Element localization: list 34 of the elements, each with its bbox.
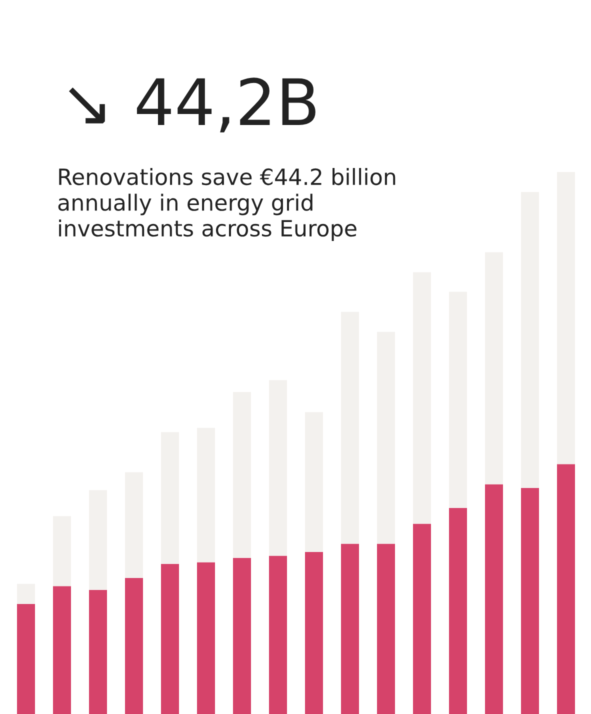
bar <box>125 472 143 578</box>
text: Renovations save €44.2 billion annually in energy grid investments across Europe <box>58 168 396 241</box>
chart-title: ↘ 44,2B <box>68 78 316 132</box>
bar <box>269 380 287 556</box>
bar <box>449 508 467 714</box>
bar <box>233 558 251 714</box>
bar <box>377 544 395 714</box>
bar <box>305 552 323 714</box>
bar <box>485 252 503 484</box>
bar <box>521 192 539 488</box>
bar <box>53 586 71 714</box>
bar <box>449 292 467 508</box>
bar <box>341 544 359 714</box>
bar <box>125 578 143 714</box>
bar <box>161 564 179 714</box>
bar <box>17 584 35 604</box>
bar <box>233 392 251 558</box>
bar <box>557 464 575 714</box>
bar <box>17 604 35 714</box>
bar <box>485 484 503 714</box>
bar <box>413 272 431 524</box>
bar <box>305 412 323 552</box>
bar <box>89 490 107 590</box>
bar <box>197 562 215 714</box>
bar <box>521 488 539 714</box>
bar <box>269 556 287 714</box>
bar <box>377 332 395 544</box>
bar <box>557 172 575 464</box>
bar <box>341 312 359 544</box>
bar <box>161 432 179 564</box>
bar <box>89 590 107 714</box>
bar <box>197 428 215 562</box>
bar <box>413 524 431 714</box>
bar <box>53 516 71 586</box>
